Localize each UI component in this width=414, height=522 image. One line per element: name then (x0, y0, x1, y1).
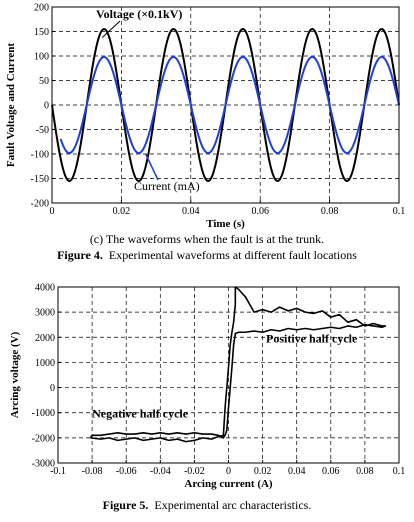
y-tick-label: 200 (34, 3, 49, 14)
arc-y-axis-label: Arcing voltage (V) (9, 331, 21, 418)
y-tick-label: -150 (31, 174, 49, 185)
x-tick-label: 0.04 (182, 206, 200, 217)
x-tick-label: -0.06 (116, 466, 137, 477)
current-annotation-pointer (146, 154, 158, 180)
waveform-annotations: Voltage (×0.1kV) Current (mA) (96, 7, 200, 193)
y-tick-label: 150 (34, 27, 49, 38)
x-tick-label: 0.1 (393, 466, 406, 477)
x-tick-label: 0.02 (254, 466, 272, 477)
y-tick-label: -2000 (32, 433, 55, 444)
x-tick-label: 0.02 (113, 206, 131, 217)
y-tick-label: 4000 (35, 283, 55, 294)
x-tick-label: 0.04 (288, 466, 306, 477)
x-tick-label: 0.08 (356, 466, 374, 477)
arc-chart: -0.1 -0.08 -0.06 -0.04 -0.02 0 0.02 0.04 0.06 0.0… (9, 283, 405, 491)
current-annotation: Current (mA) (134, 179, 200, 193)
x-tick-label: -0.08 (82, 466, 103, 477)
figure4-subcaption: (c) The waveforms when the fault is at t… (0, 232, 414, 247)
y-tick-label: 1000 (35, 358, 55, 369)
y-tick-label: -50 (36, 125, 49, 136)
figure5-caption: Figure 5. Experimental arc characteristi… (0, 498, 414, 513)
arc-x-axis-label: Arcing current (A) (184, 478, 273, 490)
positive-half-cycle-label: Positive half cycle (266, 331, 358, 345)
x-tick-label: -0.02 (184, 466, 205, 477)
y-tick-label: 2000 (35, 333, 55, 344)
negative-half-cycle-label: Negative half cycle (92, 407, 189, 421)
x-tick-label: 0.06 (322, 466, 340, 477)
waveform-x-axis-label: Time (s) (206, 218, 245, 230)
y-tick-label: 0 (44, 101, 49, 112)
x-tick-label: 0 (226, 466, 231, 477)
y-tick-label: 0 (50, 383, 55, 394)
y-tick-label: -100 (31, 150, 49, 161)
voltage-annotation: Voltage (×0.1kV) (96, 7, 182, 21)
x-tick-label: -0.04 (150, 466, 171, 477)
y-tick-label: -200 (31, 199, 49, 210)
y-tick-label: 3000 (35, 308, 55, 319)
x-tick-label: 0.06 (251, 206, 269, 217)
figure4-caption: Figure 4. Experimental waveforms at diff… (0, 248, 414, 263)
figure5-caption-text: Experimental arc characteristics. (154, 498, 311, 512)
x-tick-label: 0.08 (321, 206, 339, 217)
y-tick-label: -3000 (32, 459, 55, 470)
figure4-label: Figure 4. (57, 248, 103, 262)
y-tick-label: 50 (39, 76, 49, 87)
waveform-chart: 0 0.02 0.04 0.06 0.08 0.1 -200 -150 -100 -50 0 50 10… (5, 3, 405, 231)
figure4-caption-text: Experimental waveforms at different faul… (109, 248, 357, 262)
waveform-y-axis-label: Fault Voltage and Current (5, 43, 17, 168)
x-tick-label: 0.1 (393, 206, 406, 217)
figure5-label: Figure 5. (103, 498, 149, 512)
y-tick-label: 100 (34, 52, 49, 63)
y-tick-label: -1000 (32, 408, 55, 419)
arc-ticks: -0.1 -0.08 -0.06 -0.04 -0.02 0 0.02 0.04 0.06 0.0… (32, 283, 406, 478)
x-tick-label: 0 (50, 206, 55, 217)
